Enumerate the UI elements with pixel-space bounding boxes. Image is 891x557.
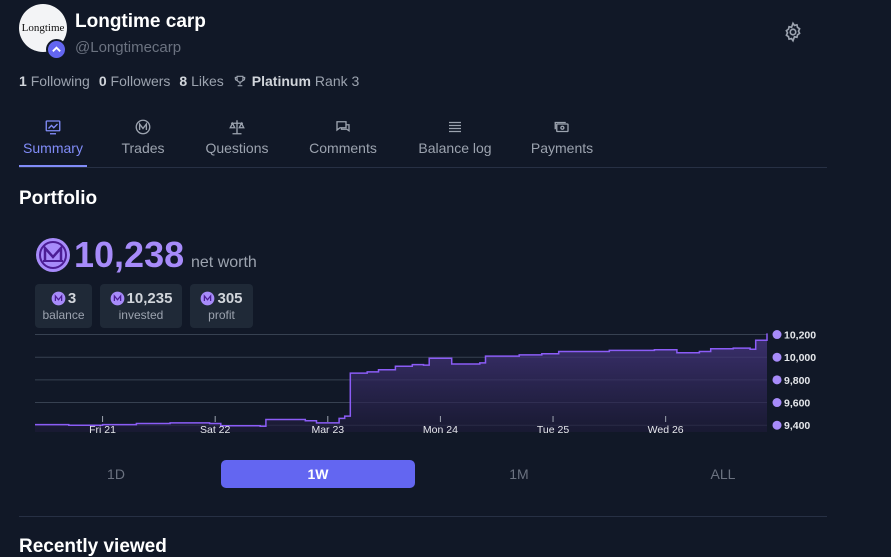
mana-icon xyxy=(772,330,782,340)
x-tick-label: Wed 26 xyxy=(648,424,684,436)
tab-comments[interactable]: Comments xyxy=(305,110,381,167)
range-1m[interactable]: 1M xyxy=(509,466,529,482)
tab-payments[interactable]: Payments xyxy=(527,110,597,167)
gear-icon[interactable] xyxy=(782,21,804,43)
chart-icon xyxy=(45,120,61,135)
mana-icon xyxy=(772,420,782,430)
x-tick-label: Mar 23 xyxy=(311,424,344,436)
invested-value: 10,235 xyxy=(126,290,173,307)
chevron-up-icon[interactable] xyxy=(46,39,67,60)
avatar[interactable]: Longtime xyxy=(19,4,67,52)
mana-icon xyxy=(772,352,782,362)
y-tick-label: 9,400 xyxy=(784,420,810,432)
range-all[interactable]: ALL xyxy=(710,466,736,482)
avatar-text: Longtime xyxy=(21,22,65,34)
y-tick-label: 10,200 xyxy=(784,330,816,342)
range-1w[interactable]: 1W xyxy=(221,460,415,488)
x-tick-label: Fri 21 xyxy=(89,424,116,436)
chart-line xyxy=(35,333,768,428)
tab-questions[interactable]: Questions xyxy=(201,110,273,167)
balance-label: balance xyxy=(42,308,85,322)
scales-icon xyxy=(229,120,245,135)
tab-summary[interactable]: Summary xyxy=(19,110,87,167)
tab-balance-log[interactable]: Balance log xyxy=(415,110,495,167)
invested-label: invested xyxy=(118,308,164,322)
x-tick-label: Sat 22 xyxy=(200,424,231,436)
range-1d[interactable]: 1D xyxy=(107,466,125,482)
y-tick-label: 10,000 xyxy=(784,352,816,364)
comment-icon xyxy=(336,121,350,133)
y-tick-label: 9,800 xyxy=(784,375,810,387)
profit-value: 305 xyxy=(217,290,243,307)
divider xyxy=(19,516,827,517)
following-stat[interactable]: 1 Following xyxy=(19,73,90,89)
recently-viewed-title: Recently viewed xyxy=(19,536,167,557)
profit-chip: 305 profit xyxy=(190,284,253,328)
profile-stats: 1 Following 0 Followers 8 Likes Platinum… xyxy=(19,73,368,89)
y-tick-label: 9,600 xyxy=(784,398,810,410)
profile-name: Longtime carp xyxy=(75,11,206,32)
chart-area xyxy=(35,333,767,432)
mana-icon xyxy=(135,119,151,135)
net-worth-value: 10,238 xyxy=(74,234,185,275)
mana-icon xyxy=(36,238,70,272)
portfolio-title: Portfolio xyxy=(19,188,98,209)
rank-stat[interactable]: Platinum Rank 3 xyxy=(233,73,359,89)
mana-icon xyxy=(772,398,782,408)
x-tick-label: Mon 24 xyxy=(423,424,458,436)
list-icon xyxy=(449,121,461,133)
trophy-icon xyxy=(234,75,246,87)
tab-trades[interactable]: Trades xyxy=(115,110,171,167)
mana-icon xyxy=(201,291,215,306)
profile-tabs: Summary Trades Questions Comments Balanc… xyxy=(19,110,827,168)
profit-label: profit xyxy=(208,308,235,322)
invested-chip: 10,235 invested xyxy=(100,284,182,328)
profile-handle: @Longtimecarp xyxy=(75,39,182,56)
portfolio-chart[interactable]: Fri 21 Sat 22 Mar 23 Mon 24 Tue 25 Wed 26 10,… xyxy=(0,330,891,440)
mana-icon xyxy=(110,291,124,306)
cash-icon xyxy=(554,121,569,133)
balance-value: 3 xyxy=(67,290,77,307)
mana-icon xyxy=(51,291,66,306)
x-tick-label: Tue 25 xyxy=(537,424,569,436)
followers-stat[interactable]: 0 Followers xyxy=(98,73,171,89)
likes-stat[interactable]: 8 Likes xyxy=(179,73,224,89)
mana-icon xyxy=(772,375,782,385)
balance-chip: 3 balance xyxy=(35,284,92,328)
net-worth-label: net worth xyxy=(191,254,257,271)
